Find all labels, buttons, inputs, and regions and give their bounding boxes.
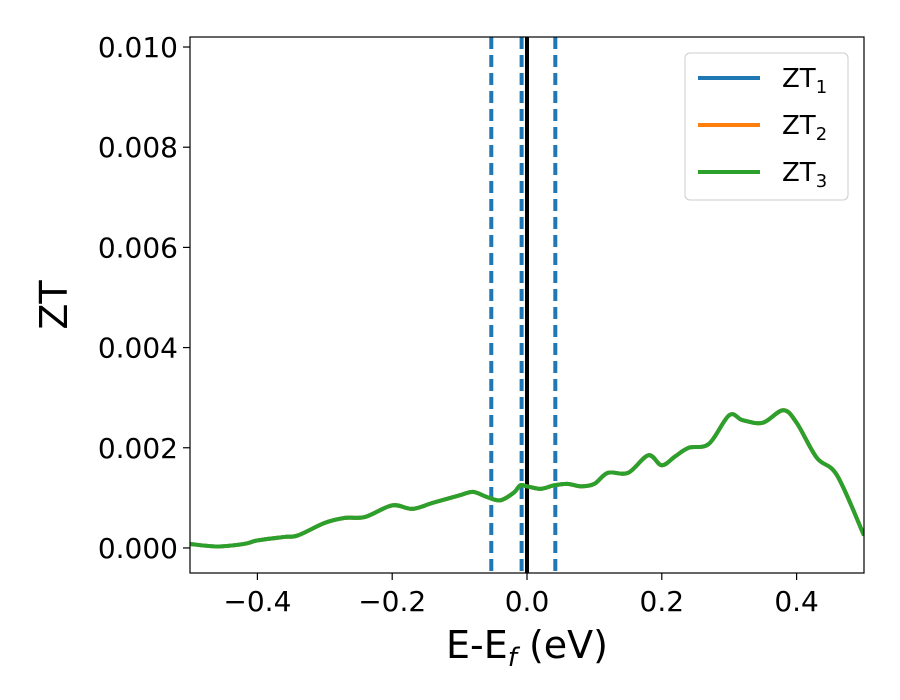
y-tick-label: 0.002 bbox=[98, 432, 178, 465]
legend: ZT1 ZT2 ZT3 bbox=[684, 52, 849, 201]
x-axis-label: E-Ef (eV) bbox=[446, 623, 608, 673]
x-axis-label-unit: (eV) bbox=[517, 623, 608, 667]
series-line-zt3 bbox=[190, 408, 864, 549]
y-tick-label: 0.006 bbox=[98, 231, 178, 264]
x-axis-label-main: E-E bbox=[446, 623, 508, 667]
legend-label-zt2: ZT2 bbox=[782, 111, 827, 145]
y-tick-label: 0.010 bbox=[98, 31, 178, 64]
x-tick-label: −0.4 bbox=[223, 585, 291, 618]
y-tick-label: 0.008 bbox=[98, 131, 178, 164]
legend-label-zt1: ZT1 bbox=[782, 64, 827, 98]
y-tick-label: 0.000 bbox=[98, 532, 178, 565]
x-axis-ticks: −0.4 −0.2 0.0 0.2 0.4 bbox=[223, 573, 819, 618]
y-axis-label: ZT bbox=[32, 280, 76, 330]
x-tick-label: 0.4 bbox=[774, 585, 819, 618]
series-lines bbox=[190, 408, 864, 549]
x-tick-label: −0.2 bbox=[358, 585, 426, 618]
vertical-lines bbox=[489, 37, 558, 573]
x-tick-label: 0.2 bbox=[640, 585, 685, 618]
y-axis-ticks: 0.000 0.002 0.004 0.006 0.008 0.010 bbox=[98, 31, 190, 565]
legend-box bbox=[684, 52, 849, 201]
legend-label-zt3: ZT3 bbox=[782, 158, 827, 192]
y-tick-label: 0.004 bbox=[98, 332, 178, 365]
x-tick-label: 0.0 bbox=[505, 585, 550, 618]
